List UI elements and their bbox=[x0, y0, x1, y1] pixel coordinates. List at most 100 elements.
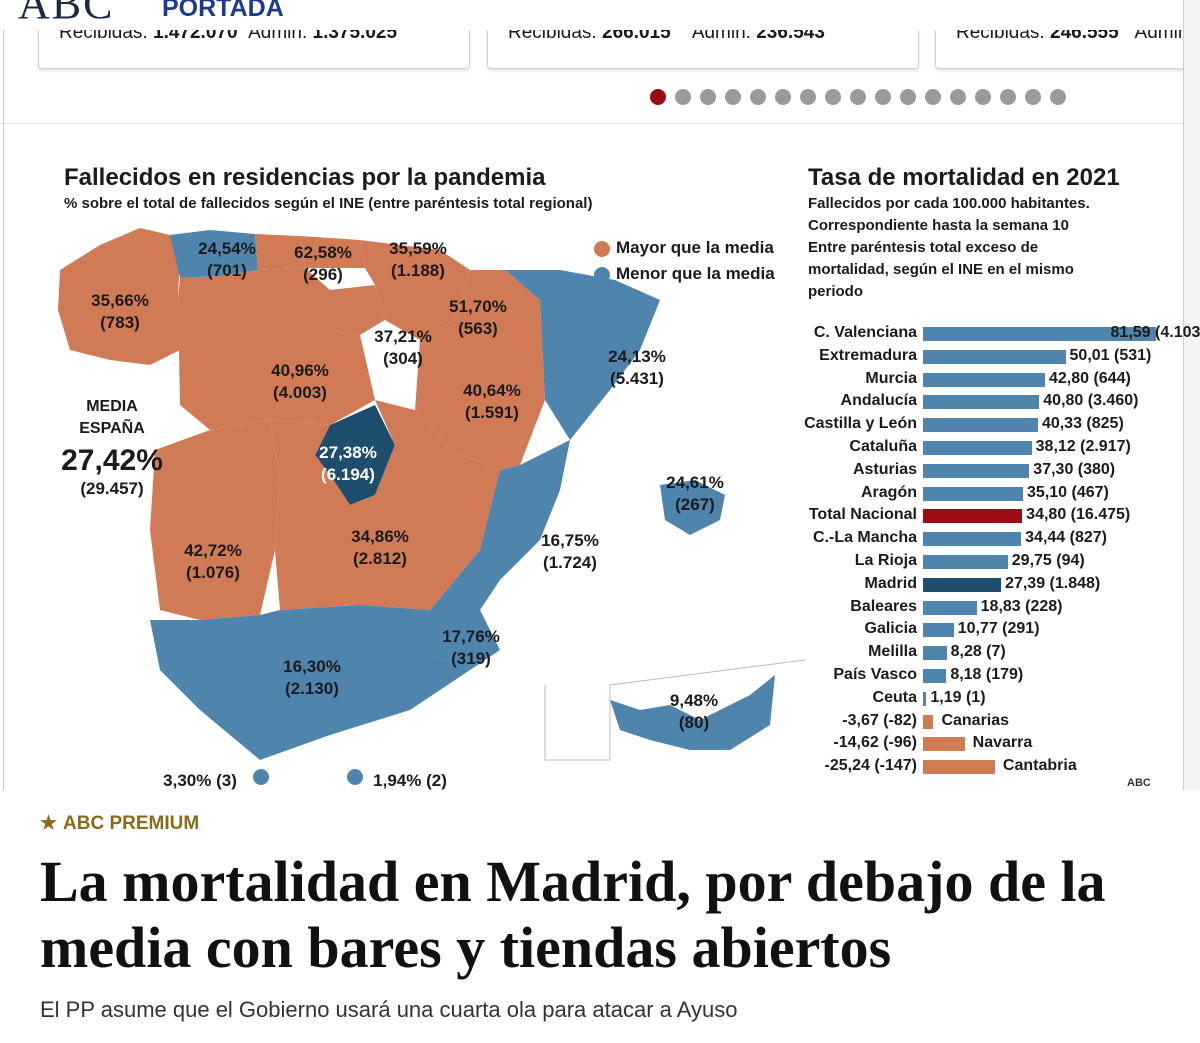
carousel-dot[interactable] bbox=[900, 89, 916, 105]
stats-card[interactable]: Recibidas: 246.555 Admin bbox=[935, 30, 1199, 69]
bar bbox=[923, 418, 1038, 433]
bar bbox=[923, 486, 1024, 501]
region-cantabria bbox=[255, 234, 305, 270]
region-percentage: 9,48% bbox=[669, 691, 719, 710]
region-total: (1.188) bbox=[391, 261, 445, 280]
stats-card[interactable]: Recibidas: 1.472.070 Admin: 1.375.025 bbox=[38, 30, 470, 69]
star-icon: ★ bbox=[40, 813, 58, 834]
bar bbox=[923, 714, 934, 729]
carousel-dot[interactable] bbox=[650, 89, 666, 105]
carousel-dot[interactable] bbox=[750, 89, 766, 105]
carousel-dot[interactable] bbox=[850, 89, 866, 105]
region-total: (1.076) bbox=[186, 563, 240, 582]
bar-label: Andalucía bbox=[840, 392, 917, 410]
region-label: 3,30% (3) bbox=[163, 770, 237, 792]
bar-value: 10,77 (291) bbox=[957, 620, 1040, 638]
premium-badge[interactable]: ★ ABC PREMIUM bbox=[40, 813, 200, 834]
region-percentage: 37,21% bbox=[374, 327, 432, 346]
map-regions bbox=[58, 228, 775, 785]
region-percentage: 42,72% bbox=[184, 541, 242, 560]
bar-value: -14,62 (-96) bbox=[833, 734, 917, 752]
carousel-dot[interactable] bbox=[1025, 89, 1041, 105]
media-total: (29.457) bbox=[80, 479, 144, 498]
bar-label: La Rioja bbox=[854, 552, 917, 569]
region-la-rioja bbox=[330, 285, 385, 335]
bar-value: 1,19 (1) bbox=[930, 688, 986, 706]
legend-item: Mayor que la media bbox=[616, 238, 774, 257]
region-label: 27,38% (6.194) bbox=[319, 442, 377, 486]
region-aragon bbox=[415, 270, 545, 470]
region-navarra bbox=[360, 240, 470, 340]
card-text: Recibidas: 246.555 Admin bbox=[956, 30, 1189, 43]
carousel-dot[interactable] bbox=[775, 89, 791, 105]
bar-label: Murcia bbox=[865, 369, 917, 387]
region-murcia bbox=[430, 610, 500, 670]
carousel-dot[interactable] bbox=[725, 89, 741, 105]
carousel-dot[interactable] bbox=[925, 89, 941, 105]
bar bbox=[923, 441, 1032, 455]
region-total: (319) bbox=[451, 649, 491, 668]
media-label: MEDIA ESPAÑA bbox=[79, 398, 145, 437]
region-total: (5.431) bbox=[610, 369, 664, 388]
carousel-dot[interactable] bbox=[1050, 89, 1066, 105]
region-label: 24,61% (267) bbox=[666, 472, 724, 516]
bar bbox=[923, 600, 977, 615]
carousel-dot[interactable] bbox=[875, 89, 891, 105]
region-label: 35,59% (1.188) bbox=[389, 238, 447, 282]
canarias-inset-border bbox=[544, 659, 806, 761]
bar-label: C.-La Mancha bbox=[812, 529, 917, 547]
graphic-credit: ABC bbox=[1127, 777, 1151, 789]
bar bbox=[923, 395, 1040, 410]
region-percentage: 51,70% bbox=[449, 297, 507, 316]
carousel-dot[interactable] bbox=[825, 89, 841, 105]
region-total: (2.812) bbox=[353, 549, 407, 568]
legend-item: Menor que la media bbox=[616, 264, 775, 283]
bar-value: 27,39 (1.848) bbox=[1005, 574, 1101, 592]
region-percentage: 16,75% bbox=[541, 531, 599, 550]
spain-map bbox=[58, 228, 806, 785]
region-melilla bbox=[347, 769, 363, 785]
infographic: Fallecidos en residencias por la pandemi… bbox=[30, 150, 1200, 795]
carousel-dot[interactable] bbox=[975, 89, 991, 105]
region-percentage: 16,30% bbox=[283, 657, 341, 676]
stats-cards: Recibidas: 1.472.070 Admin: 1.375.025 Re… bbox=[0, 30, 1200, 74]
region-valencia bbox=[430, 440, 570, 610]
bar-label: Castilla y León bbox=[804, 415, 917, 433]
carousel-dot[interactable] bbox=[800, 89, 816, 105]
bar bbox=[923, 463, 1030, 478]
bar-label: Extremadura bbox=[819, 346, 917, 364]
carousel-pagination bbox=[650, 89, 1066, 105]
region-label: 1,94% (2) bbox=[373, 770, 447, 792]
carousel-dot[interactable] bbox=[675, 89, 691, 105]
region-total: (1.724) bbox=[543, 553, 597, 572]
region-asturias bbox=[170, 230, 258, 278]
article-headline[interactable]: La mortalidad en Madrid, por debajo de l… bbox=[40, 849, 1106, 980]
chart-subtitle: Fallecidos por cada 100.000 habitantes. … bbox=[808, 195, 1090, 300]
carousel-dot[interactable] bbox=[700, 89, 716, 105]
region-total: (2.130) bbox=[285, 679, 339, 698]
bar-label: Ceuta bbox=[872, 688, 917, 706]
bar-label: País Vasco bbox=[833, 666, 917, 683]
region-percentage: 40,96% bbox=[271, 361, 329, 380]
abc-logo[interactable]: ABC bbox=[18, 0, 115, 28]
stats-card[interactable]: Recibidas: 266.015 Admin: 236.543 bbox=[487, 30, 919, 69]
scrollbar[interactable] bbox=[1183, 0, 1200, 790]
region-pais-vasco bbox=[300, 236, 365, 268]
carousel-dot[interactable] bbox=[950, 89, 966, 105]
region-percentage: 40,64% bbox=[463, 381, 521, 400]
region-percentage: 24,61% bbox=[666, 473, 724, 492]
section-title[interactable]: PORTADA bbox=[162, 0, 284, 22]
article-subheadline: El PP asume que el Gobierno usará una cu… bbox=[40, 997, 738, 1022]
region-percentage: 24,13% bbox=[608, 347, 666, 366]
region-label: 16,30% (2.130) bbox=[283, 656, 341, 700]
carousel-dot[interactable] bbox=[1000, 89, 1016, 105]
region-madrid bbox=[315, 405, 395, 505]
region-percentage: 17,76% bbox=[442, 627, 500, 646]
chart-title: Tasa de mortalidad en 2021 bbox=[808, 164, 1120, 191]
divider bbox=[3, 30, 4, 790]
region-percentage: 62,58% bbox=[294, 243, 352, 262]
region-total: (4.003) bbox=[273, 383, 327, 402]
bar-label: Aragón bbox=[861, 483, 917, 501]
map-subtitle: % sobre el total de fallecidos según el … bbox=[64, 195, 593, 212]
bar-label: C. Valenciana bbox=[813, 324, 917, 341]
